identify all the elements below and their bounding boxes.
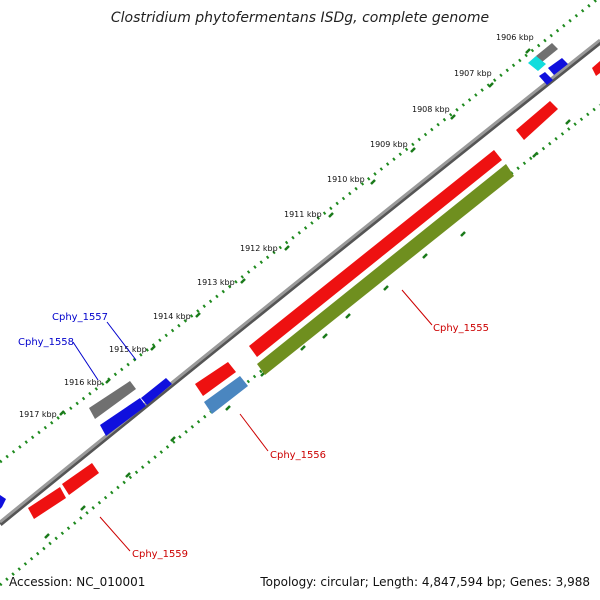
inner-tick bbox=[383, 285, 389, 291]
inner-tick bbox=[322, 333, 328, 339]
inner-tick bbox=[422, 253, 428, 259]
inner-tick bbox=[80, 505, 86, 511]
genome-stats: Topology: circular; Length: 4,847,594 bp… bbox=[260, 575, 590, 589]
gene-blue-left-edge[interactable] bbox=[0, 495, 6, 509]
tick-1908 bbox=[450, 114, 456, 120]
label-cphy-1558: Cphy_1558 bbox=[18, 337, 74, 348]
kbp-label: 1913 kbp bbox=[197, 278, 235, 287]
gene-red-edge[interactable] bbox=[592, 61, 600, 76]
inner-tick bbox=[565, 119, 571, 125]
line-1556 bbox=[239, 413, 269, 452]
kbp-label: 1912 kbp bbox=[240, 244, 278, 253]
kbp-label: 1908 kbp bbox=[412, 105, 450, 114]
tick-1910 bbox=[370, 179, 376, 185]
gene-cphy-1558[interactable] bbox=[100, 398, 146, 436]
tick-1915 bbox=[150, 345, 156, 351]
tick-1913 bbox=[240, 278, 246, 284]
gene-cphy-1555-red[interactable] bbox=[249, 150, 502, 357]
kbp-label: 1917 kbp bbox=[19, 410, 57, 419]
line-1559 bbox=[99, 516, 131, 552]
label-cphy-1559: Cphy_1559 bbox=[132, 549, 188, 560]
tick-1907 bbox=[488, 82, 494, 88]
tick-1909 bbox=[410, 147, 416, 153]
inner-tick bbox=[44, 533, 50, 539]
gene-gray-mid[interactable] bbox=[89, 381, 136, 419]
kbp-label: 1907 kbp bbox=[454, 69, 492, 78]
genes-reverse bbox=[28, 101, 558, 519]
inner-tick bbox=[125, 472, 131, 478]
genes-forward bbox=[0, 43, 600, 509]
kbp-label: 1914 kbp bbox=[153, 312, 191, 321]
label-cphy-1556: Cphy_1556 bbox=[270, 450, 326, 461]
outer-ticks bbox=[59, 48, 531, 416]
label-cphy-1555: Cphy_1555 bbox=[433, 323, 489, 334]
label-lines bbox=[72, 289, 433, 552]
inner-tick bbox=[460, 231, 466, 237]
kbp-label: 1916 kbp bbox=[64, 378, 102, 387]
inner-tick bbox=[532, 152, 538, 158]
gene-blue-top-b[interactable] bbox=[539, 72, 553, 85]
backbone-shadow bbox=[0, 40, 600, 526]
inner-tick bbox=[345, 313, 351, 319]
inner-tick bbox=[225, 405, 231, 411]
kbp-label: 1911 kbp bbox=[284, 210, 322, 219]
gene-cphy-1555-olive[interactable] bbox=[257, 164, 514, 375]
backbone bbox=[0, 38, 600, 524]
tick-1906 bbox=[525, 48, 531, 54]
gene-red-near-1556[interactable] bbox=[195, 362, 236, 396]
gene-cphy-1559-b[interactable] bbox=[28, 487, 66, 519]
tick-1911 bbox=[328, 212, 334, 218]
gene-red-upper[interactable] bbox=[516, 101, 558, 140]
gene-labels: Cphy_1555 Cphy_1556 Cphy_1557 Cphy_1558 … bbox=[18, 312, 489, 560]
line-1558 bbox=[72, 341, 99, 381]
map-title: Clostridium phytofermentans ISDg, comple… bbox=[110, 10, 490, 26]
tick-1914 bbox=[195, 312, 201, 318]
gene-cyan-top[interactable] bbox=[528, 56, 546, 71]
tick-1912 bbox=[284, 245, 290, 251]
gene-cphy-1557[interactable] bbox=[141, 378, 172, 405]
line-1557 bbox=[106, 321, 137, 361]
gene-blue-top-a[interactable] bbox=[548, 58, 568, 75]
tick-1917 bbox=[59, 410, 65, 416]
gene-cphy-1556[interactable] bbox=[204, 376, 248, 414]
outer-dotted-ring bbox=[0, 0, 599, 464]
kbp-label: 1910 kbp bbox=[327, 175, 365, 184]
tick-1916 bbox=[105, 378, 111, 384]
accession-text: Accession: NC_010001 bbox=[9, 575, 146, 589]
gene-cphy-1559-a[interactable] bbox=[62, 463, 99, 495]
kbp-label: 1909 kbp bbox=[370, 140, 408, 149]
inner-ticks bbox=[44, 119, 571, 539]
inner-tick bbox=[170, 436, 176, 442]
label-cphy-1557: Cphy_1557 bbox=[52, 312, 108, 323]
gene-gray-top[interactable] bbox=[536, 43, 558, 62]
inner-tick bbox=[300, 345, 306, 351]
kbp-label: 1906 kbp bbox=[496, 33, 534, 42]
line-1555 bbox=[401, 289, 433, 326]
